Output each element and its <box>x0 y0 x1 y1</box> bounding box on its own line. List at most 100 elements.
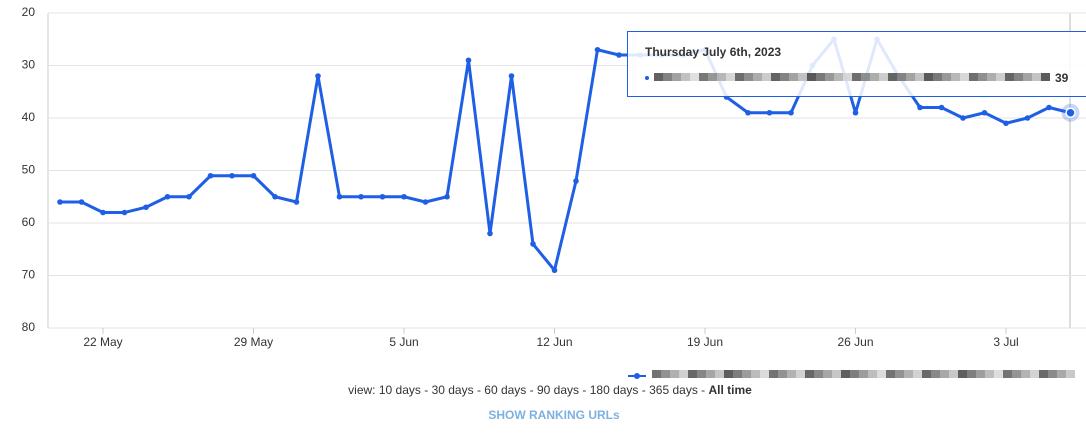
view-option[interactable]: 60 days <box>484 383 526 397</box>
point <box>186 193 192 200</box>
x-tick-label: 5 Jun <box>389 335 418 349</box>
ranking-urls-link[interactable]: SHOW RANKING URLs <box>488 408 620 422</box>
redacted <box>1014 73 1023 81</box>
view-option[interactable]: 90 days <box>537 383 579 397</box>
redacted <box>1012 370 1021 378</box>
point <box>788 109 794 116</box>
redacted <box>661 370 670 378</box>
view-selector: view: 10 days - 30 days - 60 days - 90 d… <box>348 383 752 397</box>
point <box>250 172 257 179</box>
view-option[interactable]: 10 days <box>379 383 421 397</box>
point <box>465 57 472 64</box>
legend-marker <box>634 373 640 379</box>
point <box>315 73 321 79</box>
redacted <box>771 73 780 81</box>
redacted <box>769 370 778 378</box>
redacted <box>886 370 895 378</box>
redacted <box>832 370 841 378</box>
tooltip-title: Thursday July 6th, 2023 <box>645 45 781 59</box>
point <box>78 199 85 205</box>
redacted <box>877 370 886 378</box>
redacted <box>906 73 915 81</box>
redacted <box>861 73 870 81</box>
point <box>745 109 751 116</box>
redacted <box>690 73 699 81</box>
x-tick-label: 3 Jul <box>993 335 1018 349</box>
redacted <box>1023 73 1032 81</box>
redacted <box>931 370 940 378</box>
redacted <box>805 370 814 378</box>
redacted <box>787 370 796 378</box>
redacted <box>760 370 769 378</box>
y-tick-label: 30 <box>22 58 36 72</box>
point <box>852 109 859 116</box>
redacted <box>879 73 888 81</box>
redacted <box>652 370 661 378</box>
redacted <box>1041 73 1050 81</box>
redacted <box>798 73 807 81</box>
redacted <box>706 370 715 378</box>
redacted <box>850 370 859 378</box>
redacted <box>913 370 922 378</box>
redacted <box>751 370 760 378</box>
view-option[interactable]: 180 days <box>590 383 639 397</box>
y-tick-label: 60 <box>22 215 36 229</box>
redacted <box>778 370 787 378</box>
redacted <box>733 370 742 378</box>
redacted <box>834 73 843 81</box>
redacted <box>897 73 906 81</box>
redacted <box>814 370 823 378</box>
redacted <box>672 73 681 81</box>
redacted <box>868 370 877 378</box>
redacted <box>987 73 996 81</box>
redacted <box>1032 73 1041 81</box>
redacted <box>796 370 805 378</box>
redacted <box>654 73 663 81</box>
redacted <box>699 73 708 81</box>
view-option[interactable]: 365 days <box>649 383 698 397</box>
redacted <box>789 73 798 81</box>
point <box>379 193 386 200</box>
redacted <box>960 73 969 81</box>
point <box>272 193 278 200</box>
x-tick-label: 22 May <box>83 335 122 349</box>
redacted <box>742 370 751 378</box>
point <box>401 193 407 200</box>
redacted <box>949 370 958 378</box>
point <box>100 209 106 216</box>
redacted <box>969 73 978 81</box>
redacted <box>1048 370 1057 378</box>
view-separator: - <box>477 383 481 397</box>
redacted <box>915 73 924 81</box>
point <box>938 104 945 111</box>
view-separator: - <box>424 383 428 397</box>
point <box>293 199 300 205</box>
tooltip-value: 39 <box>1055 71 1069 85</box>
redacted <box>852 73 861 81</box>
y-tick-label: 20 <box>22 5 36 19</box>
redacted <box>942 73 951 81</box>
view-separator: - <box>642 383 646 397</box>
point <box>1024 115 1031 121</box>
point <box>981 109 988 116</box>
y-tick-label: 50 <box>22 163 36 177</box>
redacted <box>715 370 724 378</box>
redacted <box>663 73 672 81</box>
point <box>594 46 601 53</box>
redacted <box>823 370 832 378</box>
view-option[interactable]: All time <box>709 383 753 397</box>
redacted <box>1066 370 1075 378</box>
point <box>121 209 128 216</box>
redacted <box>807 73 816 81</box>
redacted <box>958 370 967 378</box>
y-tick-label: 40 <box>22 110 36 124</box>
point <box>960 115 966 121</box>
redacted <box>717 73 726 81</box>
redacted <box>994 370 1003 378</box>
point <box>336 193 343 200</box>
redacted <box>780 73 789 81</box>
redacted <box>870 73 879 81</box>
point <box>207 172 214 179</box>
view-option[interactable]: 30 days <box>432 383 474 397</box>
